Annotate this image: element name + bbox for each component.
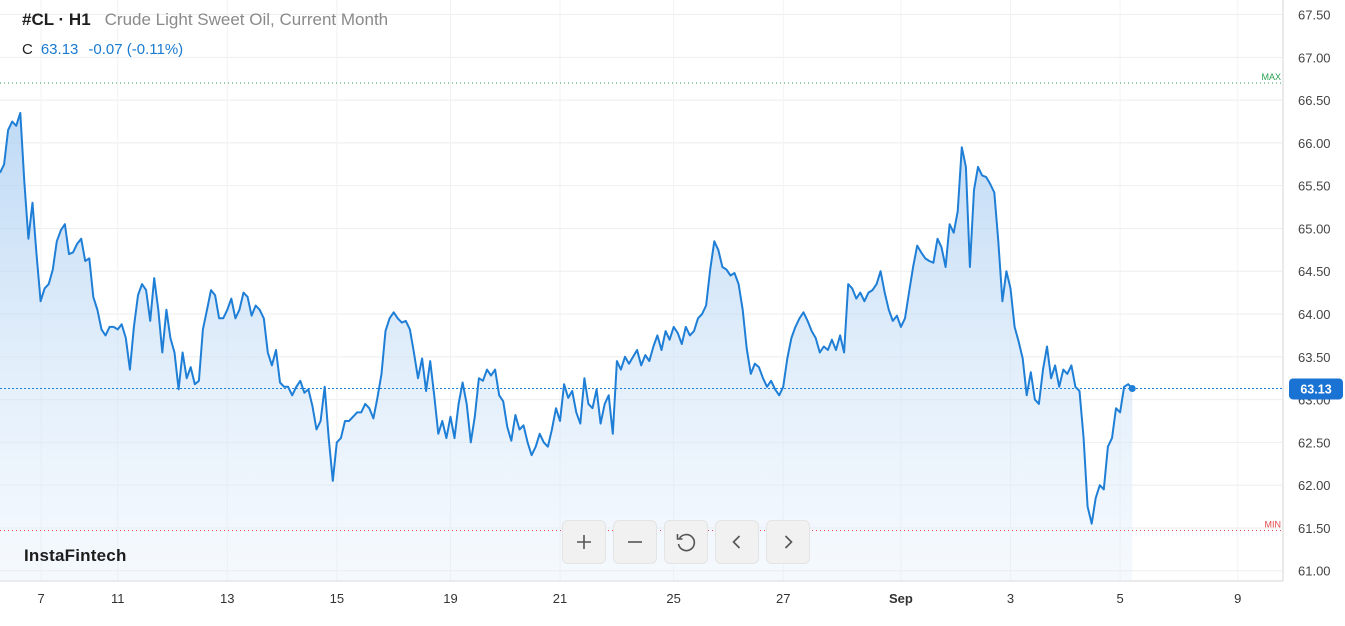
last-price-tag-bg [1289,378,1343,400]
last-price-dot [1128,384,1136,392]
instrument-description: Crude Light Sweet Oil, Current Month [104,10,389,29]
brand-logo: InstaFintech [24,546,127,565]
x-tick-label: 21 [553,591,567,606]
x-tick-label: 9 [1234,591,1241,606]
x-tick-label: Sep [889,591,913,606]
min-label: MIN [1265,520,1282,530]
x-tick-label: 5 [1116,591,1123,606]
y-tick-label: 65.00 [1298,221,1331,236]
chevron-left-icon [732,535,741,549]
y-tick-label: 63.50 [1298,350,1331,365]
y-tick-label: 62.50 [1298,435,1331,450]
x-tick-label: 13 [220,591,234,606]
symbol-label: #CL · H1 [22,10,91,29]
y-tick-label: 64.50 [1298,264,1331,279]
close-label: C [22,41,33,58]
chevron-right-icon [784,535,793,549]
chart-header: #CL · H1 Crude Light Sweet Oil, Current M… [22,10,388,30]
reset-icon [676,533,696,552]
quote-line: C 63.13 -0.07 (-0.11%) [22,41,183,58]
last-price-tag: 63.13 [1289,378,1343,400]
scroll-left-button[interactable] [715,520,759,564]
y-tick-label: 61.50 [1298,521,1331,536]
x-tick-label: 27 [776,591,790,606]
y-tick-label: 67.50 [1298,8,1331,23]
x-tick-label: 19 [443,591,457,606]
close-value: 63.13 [40,41,79,58]
y-tick-label: 66.00 [1298,136,1331,151]
y-tick-label: 65.50 [1298,179,1331,194]
zoom-in-button[interactable] [562,520,606,564]
price-line [0,111,1134,525]
x-tick-label: 15 [330,591,344,606]
last-price-tag-label: 63.13 [1300,382,1331,396]
x-tick-label: 7 [37,591,44,606]
chart-toolbar [562,520,810,564]
close-change: -0.07 (-0.11%) [88,41,184,58]
plus-icon [577,535,591,549]
y-tick-label: 64.00 [1298,307,1331,322]
y-tick-label: 67.00 [1298,50,1331,65]
y-tick-label: 61.00 [1298,564,1331,579]
x-tick-label: 11 [111,591,125,606]
y-tick-label: 66.50 [1298,93,1331,108]
minus-icon [628,541,642,543]
y-tick-label: 62.00 [1298,478,1331,493]
x-tick-label: 25 [666,591,680,606]
reset-zoom-button[interactable] [664,520,708,564]
max-label: MAX [1261,72,1281,82]
price-area [0,112,1133,582]
x-tick-label: 3 [1007,591,1014,606]
zoom-out-button[interactable] [613,520,657,564]
scroll-right-button[interactable] [766,520,810,564]
